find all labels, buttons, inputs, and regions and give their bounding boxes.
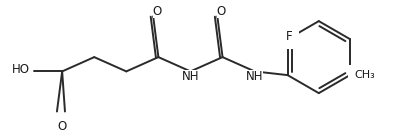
Text: NH: NH bbox=[246, 70, 263, 83]
Text: O: O bbox=[152, 5, 162, 18]
Text: NH: NH bbox=[182, 70, 199, 83]
Text: CH₃: CH₃ bbox=[354, 70, 375, 80]
Text: O: O bbox=[57, 120, 67, 133]
Text: O: O bbox=[217, 5, 226, 18]
Text: HO: HO bbox=[12, 63, 30, 76]
Text: F: F bbox=[286, 30, 293, 43]
